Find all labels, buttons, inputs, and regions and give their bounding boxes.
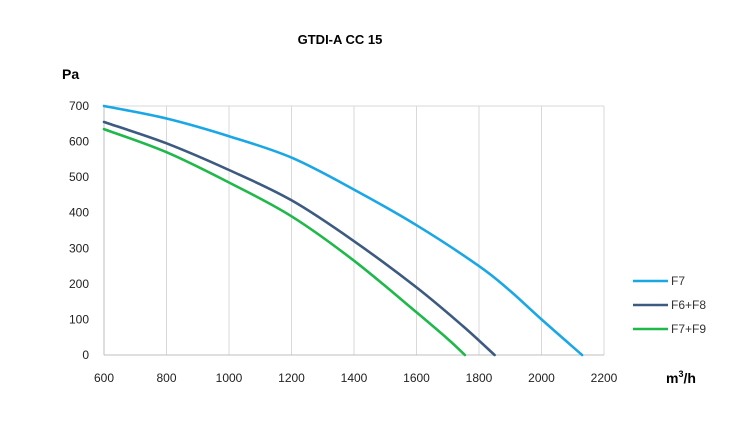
chart-title: GTDI-A CC 15 [298, 32, 383, 47]
legend-label: F7 [671, 274, 685, 288]
y-tick-label: 200 [69, 277, 89, 291]
x-axis-label: m3/h [666, 369, 696, 386]
y-tick-label: 0 [82, 348, 89, 362]
x-tick-label: 800 [156, 371, 176, 385]
grid-layer [103, 105, 605, 355]
legend-label: F6+F8 [671, 298, 706, 312]
series-line-f7 [102, 104, 584, 357]
x-tick-label: 2000 [528, 371, 555, 385]
y-tick-label: 700 [69, 99, 89, 113]
x-tick-label: 600 [94, 371, 114, 385]
series-layer [102, 104, 584, 357]
y-tick-label: 500 [69, 170, 89, 184]
series-line-f7-f9 [102, 127, 467, 357]
series-line-f6-f8 [102, 120, 496, 357]
axis-layer: 600 800 1000 1200 1400 1600 1800 2000 2200 0 100 20… [69, 99, 618, 385]
x-tick-label: 1600 [403, 371, 430, 385]
x-axis-label-base: m [666, 370, 678, 386]
x-tick-label: 1800 [466, 371, 493, 385]
y-axis-label: Pa [62, 66, 79, 82]
x-tick-label: 1400 [341, 371, 368, 385]
legend: F7 F6+F8 F7+F9 [633, 274, 706, 336]
y-tick-label: 400 [69, 206, 89, 220]
x-tick-label: 2200 [591, 371, 618, 385]
x-axis-label-tail: /h [683, 370, 695, 386]
y-tick-label: 300 [69, 241, 89, 255]
y-tick-label: 600 [69, 135, 89, 149]
y-tick-label: 100 [69, 312, 89, 326]
x-axis-label-sup: 3 [678, 369, 683, 379]
x-tick-label: 1200 [278, 371, 305, 385]
legend-label: F7+F9 [671, 322, 706, 336]
x-tick-label: 1000 [216, 371, 243, 385]
